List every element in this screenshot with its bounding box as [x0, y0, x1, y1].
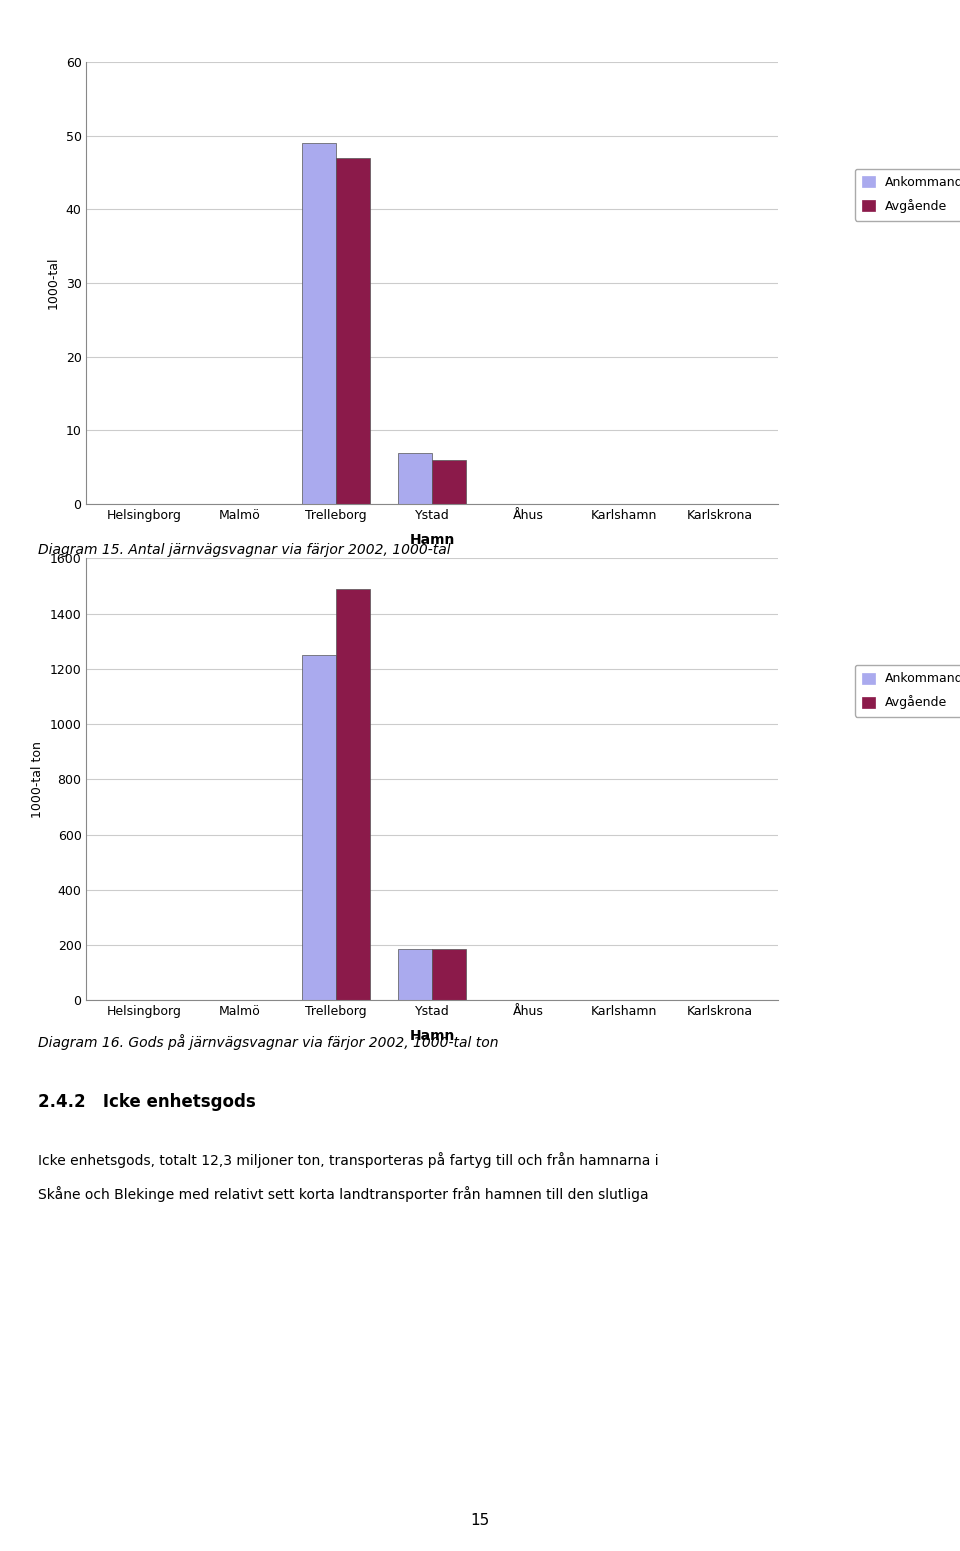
- Text: 2.4.2   Icke enhetsgods: 2.4.2 Icke enhetsgods: [38, 1093, 256, 1112]
- Text: Diagram 15. Antal järnvägsvagnar via färjor 2002, 1000-tal: Diagram 15. Antal järnvägsvagnar via fär…: [38, 543, 451, 557]
- Bar: [432, 459, 466, 504]
- X-axis label: Hamn: Hamn: [409, 534, 455, 548]
- Text: Diagram 16. Gods på järnvägsvagnar via färjor 2002, 1000-tal ton: Diagram 16. Gods på järnvägsvagnar via f…: [38, 1035, 499, 1050]
- Y-axis label: 1000-tal: 1000-tal: [47, 257, 60, 309]
- Bar: [302, 143, 336, 504]
- Legend: Ankommande, Avgående: Ankommande, Avgående: [854, 169, 960, 220]
- Text: Icke enhetsgods, totalt 12,3 miljoner ton, transporteras på fartyg till och från: Icke enhetsgods, totalt 12,3 miljoner to…: [38, 1152, 659, 1168]
- Y-axis label: 1000-tal ton: 1000-tal ton: [31, 741, 44, 817]
- Text: 15: 15: [470, 1512, 490, 1528]
- Bar: [432, 949, 466, 1000]
- Text: Skåne och Blekinge med relativt sett korta landtransporter från hamnen till den : Skåne och Blekinge med relativt sett kor…: [38, 1187, 649, 1202]
- Bar: [302, 655, 336, 1000]
- Bar: [336, 158, 370, 504]
- Bar: [336, 589, 370, 1000]
- Bar: [398, 949, 432, 1000]
- Bar: [398, 453, 432, 504]
- X-axis label: Hamn: Hamn: [409, 1030, 455, 1044]
- Legend: Ankommande, Avgående: Ankommande, Avgående: [854, 665, 960, 717]
